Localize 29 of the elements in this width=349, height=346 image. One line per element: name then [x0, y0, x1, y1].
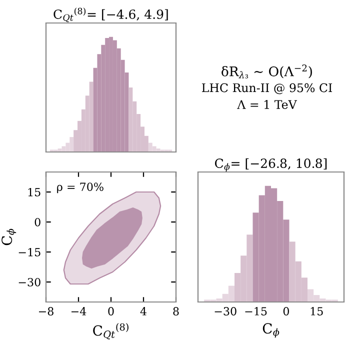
- x-tick-label: −4: [71, 307, 86, 316]
- bar: [152, 146, 156, 152]
- text: Λ = 1 TeV: [237, 100, 297, 109]
- y-tick-label: 15: [28, 188, 40, 196]
- x-tick-label: −8: [38, 307, 54, 316]
- bar: [148, 142, 152, 152]
- y-axis-title: C$_{ϕ}$: [2, 228, 16, 246]
- y-tick-label: −15: [18, 248, 40, 256]
- x-tick-label: 0: [108, 307, 114, 316]
- bar: [112, 40, 117, 152]
- bar: [89, 82, 94, 152]
- x-tick-label: 15: [310, 307, 323, 316]
- text: LHC Run-II @ 95% CI: [202, 83, 332, 94]
- annotation: ρ = 70%: [57, 182, 104, 194]
- x-tick-label: 4: [140, 307, 146, 316]
- x-tick-label: 8: [173, 307, 179, 316]
- x-tick-label: 0: [283, 307, 290, 316]
- chart-title: C$_{ϕ}$= [−26.8, 10.8]: [215, 158, 327, 172]
- bar: [105, 38, 110, 152]
- bar: [70, 137, 74, 152]
- x-axis-title: C$_{Qt}$$^{(8)}$: [93, 323, 128, 340]
- y-tick-label: 0: [34, 218, 40, 226]
- x-tick-label: −15: [245, 307, 267, 316]
- bar: [128, 88, 133, 152]
- x-tick-label: −30: [214, 307, 236, 316]
- x-axis-title: C$_{ϕ}$: [262, 323, 280, 338]
- chart-title: C$_{Qt}$$^{(8)}$= [−4.6, 4.9]: [54, 8, 168, 22]
- y-tick-label: −30: [18, 278, 40, 286]
- text: δR$_{λ₃}$ ∼ O(Λ$^{−2}$): [222, 64, 312, 78]
